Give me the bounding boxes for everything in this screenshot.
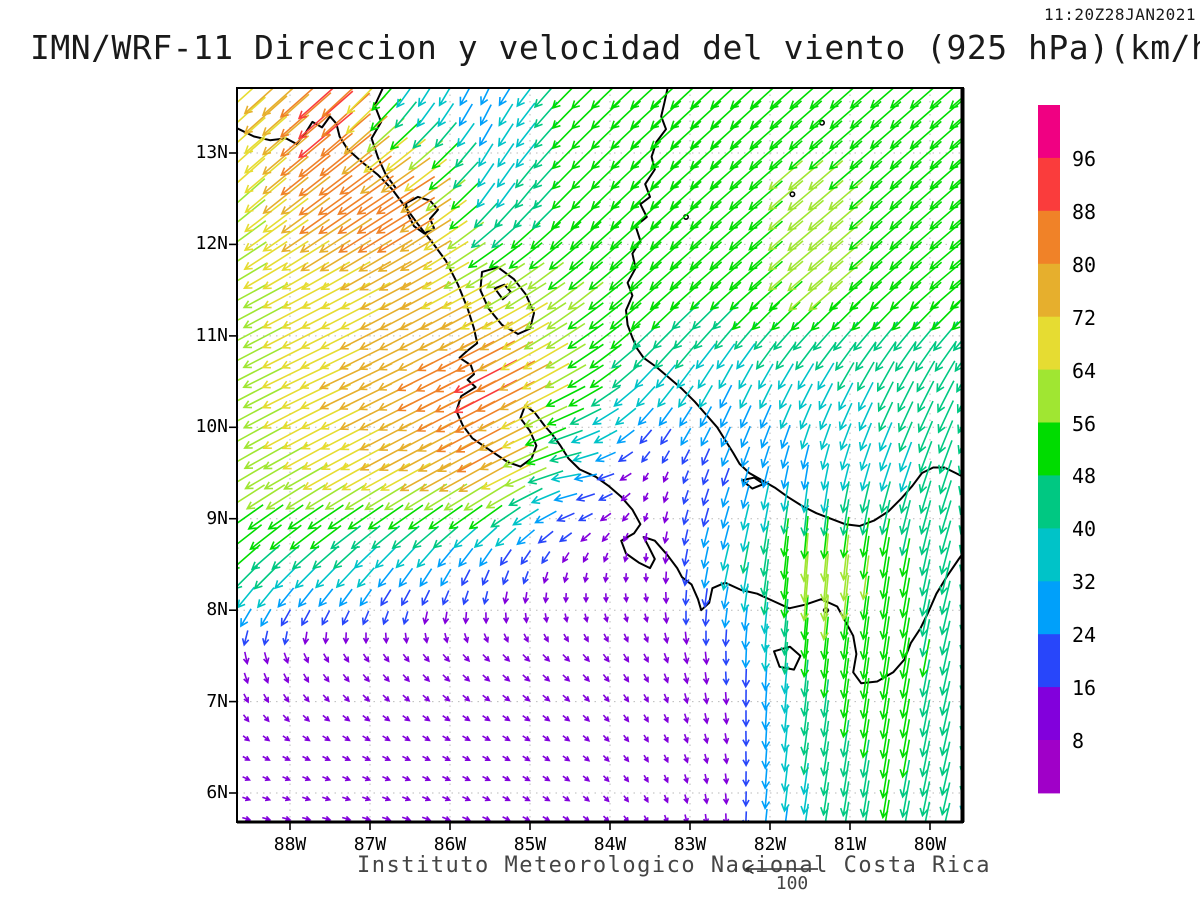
lon-tick-label: 88W <box>273 834 307 855</box>
colorbar-segment <box>1038 634 1060 688</box>
attribution-text: Instituto Meteorologico Nacional Costa R… <box>357 853 992 878</box>
lon-tick-label: 87W <box>353 834 387 855</box>
colorbar-tick-label: 24 <box>1072 623 1097 648</box>
colorbar-tick-label: 64 <box>1072 358 1097 383</box>
colorbar-segment <box>1038 422 1060 476</box>
colorbar-tick-label: 72 <box>1072 305 1097 330</box>
colorbar-segment <box>1038 475 1060 529</box>
colorbar-tick-label: 40 <box>1072 517 1097 542</box>
colorbar-tick-label: 96 <box>1072 146 1097 171</box>
lon-tick-label: 86W <box>433 834 467 855</box>
lat-tick-label: 10N <box>195 416 228 438</box>
page-title: IMN/WRF-11 Direccion y velocidad del vie… <box>30 28 1200 67</box>
colorbar-segment <box>1038 157 1060 212</box>
colorbar-tick-label: 80 <box>1072 252 1097 277</box>
colorbar-tick-label: 32 <box>1072 570 1097 595</box>
map-frame <box>229 87 965 830</box>
colorbar-segment <box>1038 581 1060 635</box>
lat-tick-label: 12N <box>195 233 228 255</box>
lat-tick-label: 8N <box>206 599 228 621</box>
lat-tick-label: 9N <box>206 507 228 529</box>
lat-tick-label: 7N <box>206 690 228 712</box>
lon-tick-label: 85W <box>513 834 547 855</box>
reference-arrow-label: 100 <box>775 873 809 894</box>
colorbar-segment <box>1038 316 1060 371</box>
colorbar-tick-label: 8 <box>1072 729 1085 754</box>
colorbar-segment <box>1038 687 1060 741</box>
lat-tick-label: 6N <box>206 782 228 804</box>
colorbar-tick-label: 48 <box>1072 464 1097 489</box>
colorbar-segment <box>1038 263 1060 318</box>
caribbean-coast <box>625 88 963 527</box>
valid-timestamp: 11:20Z28JAN2021 <box>1044 5 1196 24</box>
colorbar-segment <box>1038 210 1060 265</box>
colorbar-tick-label: 16 <box>1072 676 1097 701</box>
lat-tick-label: 11N <box>195 324 228 346</box>
lat-tick-label: 13N <box>195 142 228 163</box>
colorbar-tick-label: 88 <box>1072 199 1097 224</box>
colorbar-segment <box>1038 740 1060 794</box>
colorbar <box>1038 105 1060 794</box>
colorbar-segment <box>1038 369 1060 423</box>
lon-tick-label: 81W <box>833 834 867 855</box>
lon-tick-label: 84W <box>593 834 627 855</box>
colorbar-segment <box>1038 105 1060 159</box>
colorbar-segment <box>1038 528 1060 582</box>
lon-tick-label: 80W <box>913 834 947 855</box>
lon-tick-label: 82W <box>753 834 787 855</box>
san-andres <box>789 191 796 198</box>
colorbar-tick-label: 56 <box>1072 411 1097 436</box>
reference-arrow <box>744 863 818 875</box>
lon-tick-label: 83W <box>673 834 707 855</box>
wind-arrows <box>237 88 963 822</box>
